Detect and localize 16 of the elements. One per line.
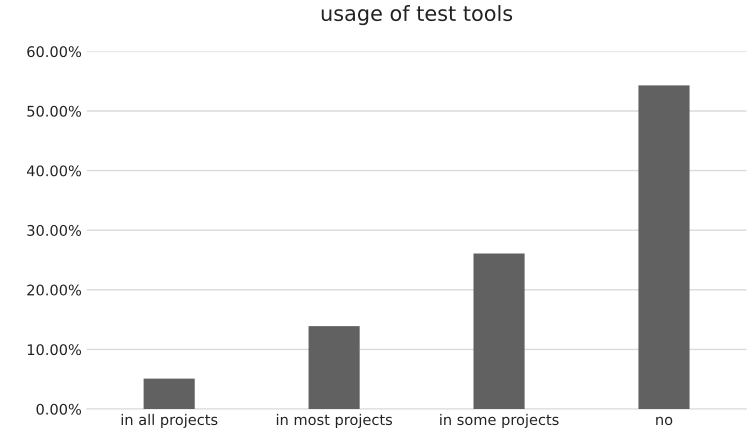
- y-tick-label: 30.00%: [27, 224, 82, 236]
- bar: [638, 85, 690, 410]
- x-tick-label: in most projects: [276, 414, 392, 428]
- bar: [308, 326, 360, 410]
- x-tick-label: in all projects: [122, 414, 218, 428]
- y-tick-label: 60.00%: [27, 46, 82, 58]
- y-tick-label: 50.00%: [27, 106, 82, 117]
- chart-title: usage of test tools: [322, 5, 512, 26]
- y-tick-label: 0.00%: [36, 404, 82, 415]
- x-tick-label: in some projects: [440, 414, 559, 428]
- y-tick-label: 20.00%: [27, 284, 82, 296]
- bar: [473, 253, 525, 410]
- y-tick-label: 40.00%: [26, 165, 82, 176]
- x-tick-label: no: [656, 416, 672, 426]
- bar: [144, 378, 195, 410]
- y-tick-label: 10.00%: [28, 344, 82, 356]
